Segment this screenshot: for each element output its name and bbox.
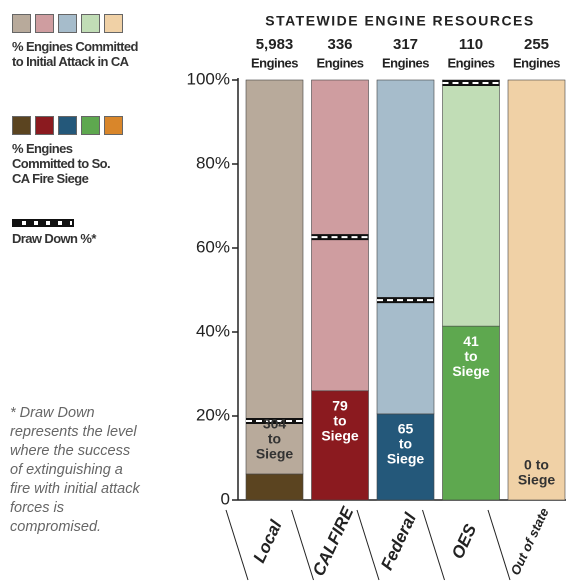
siege-label: Siege xyxy=(387,451,425,467)
engines-label: Engines xyxy=(447,55,494,70)
bar-segment xyxy=(376,413,435,501)
legend-swatch xyxy=(12,14,31,33)
engine-count: 336 xyxy=(327,36,352,53)
legend-swatch xyxy=(81,14,100,33)
bar-segment xyxy=(245,473,304,501)
x-tick-label: CALFIRE xyxy=(309,504,358,579)
y-tick-label: 80% xyxy=(196,153,230,172)
siege-label: Siege xyxy=(256,446,294,462)
legend-label: % Engines Committed to So. CA Fire Siege xyxy=(12,141,111,186)
x-tick-label: OES xyxy=(448,521,481,562)
separator xyxy=(291,509,314,581)
bar-segment xyxy=(376,79,435,415)
legend-swatch xyxy=(81,116,100,135)
separator xyxy=(356,509,380,581)
y-tick-label: 0 xyxy=(221,489,230,508)
siege-label: 304 xyxy=(263,416,287,432)
engine-count: 317 xyxy=(393,36,418,53)
bar-segment xyxy=(311,390,369,501)
engines-label: Engines xyxy=(382,55,429,70)
separator xyxy=(225,509,249,581)
siege-label: to xyxy=(333,413,346,429)
legend-swatch xyxy=(35,14,54,33)
chart-title: STATEWIDE ENGINE RESOURCES xyxy=(265,13,535,29)
bar-segment xyxy=(442,79,500,327)
x-tick-label: Out of state xyxy=(507,506,551,578)
bar-segment xyxy=(507,79,566,501)
siege-label: to xyxy=(464,348,477,364)
siege-label: 65 xyxy=(398,421,414,437)
bar-segment xyxy=(442,325,500,501)
engines-label: Engines xyxy=(316,55,363,70)
footnote: * Draw Down represents the level where t… xyxy=(10,405,140,535)
y-tick-label: 40% xyxy=(196,321,230,340)
legend-line xyxy=(12,219,74,227)
engine-count: 255 xyxy=(524,36,549,53)
legend-swatch xyxy=(12,116,31,135)
y-tick-label: 20% xyxy=(196,405,230,424)
engines-label: Engines xyxy=(513,55,560,70)
y-tick-label: 60% xyxy=(196,237,230,256)
engine-count: 5,983 xyxy=(256,36,294,53)
x-tick-label: Federal xyxy=(377,509,420,573)
siege-label: 0 to xyxy=(524,457,549,473)
x-tick-label: Local xyxy=(250,516,287,565)
legend-swatch xyxy=(58,14,77,33)
legend-label: % Engines Committed to Initial Attack in… xyxy=(12,39,138,69)
legend-swatch xyxy=(104,116,123,135)
engines-label: Engines xyxy=(251,55,298,70)
legend-swatch xyxy=(58,116,77,135)
legend-label: Draw Down %* xyxy=(12,231,96,246)
siege-label: Siege xyxy=(518,472,556,488)
separator xyxy=(422,509,445,581)
siege-label: to xyxy=(268,431,281,447)
legend-swatch xyxy=(104,14,123,33)
bar-segment xyxy=(245,79,304,475)
siege-label: Siege xyxy=(321,428,359,444)
y-tick-label: 100% xyxy=(187,69,230,88)
siege-label: 79 xyxy=(332,398,348,414)
separator xyxy=(487,509,511,581)
siege-label: 41 xyxy=(463,333,479,349)
legend-swatch xyxy=(35,116,54,135)
siege-label: to xyxy=(399,436,412,452)
siege-label: Siege xyxy=(452,363,490,379)
engine-count: 110 xyxy=(459,36,483,53)
